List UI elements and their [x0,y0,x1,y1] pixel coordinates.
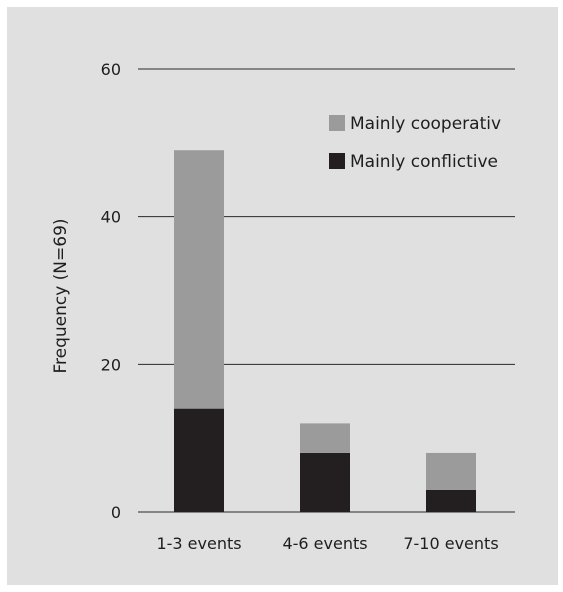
legend-swatch [329,115,345,131]
bar-cooperative-0 [174,150,224,409]
legend-swatch [329,153,345,169]
legend-label: Mainly cooperativ [350,114,501,134]
chart-panel: 0 20 40 60 1-3 events 4-6 events 7-10 events … [7,7,558,585]
bar-cooperative-2 [426,452,476,490]
bar-cooperative-1 [300,423,350,453]
x-tick-label: 4-6 events [282,534,367,553]
y-tick-label: 60 [101,60,121,79]
bar-conflictive-0 [174,408,224,512]
y-tick-label: 0 [111,503,121,522]
x-axis-ticks: 1-3 events 4-6 events 7-10 events [156,534,498,553]
legend: Mainly cooperativ Mainly conflictive [329,114,501,172]
x-tick-label: 1-3 events [156,534,241,553]
y-axis-ticks: 0 20 40 60 [101,60,121,522]
bar-conflictive-2 [426,489,476,512]
y-tick-label: 20 [101,355,121,374]
y-axis-label: Frequency (N=69) [51,218,71,373]
x-tick-label: 7-10 events [403,534,498,553]
legend-label: Mainly conflictive [350,152,498,172]
bar-conflictive-1 [300,452,350,512]
y-tick-label: 40 [101,208,121,227]
bars [174,150,476,512]
